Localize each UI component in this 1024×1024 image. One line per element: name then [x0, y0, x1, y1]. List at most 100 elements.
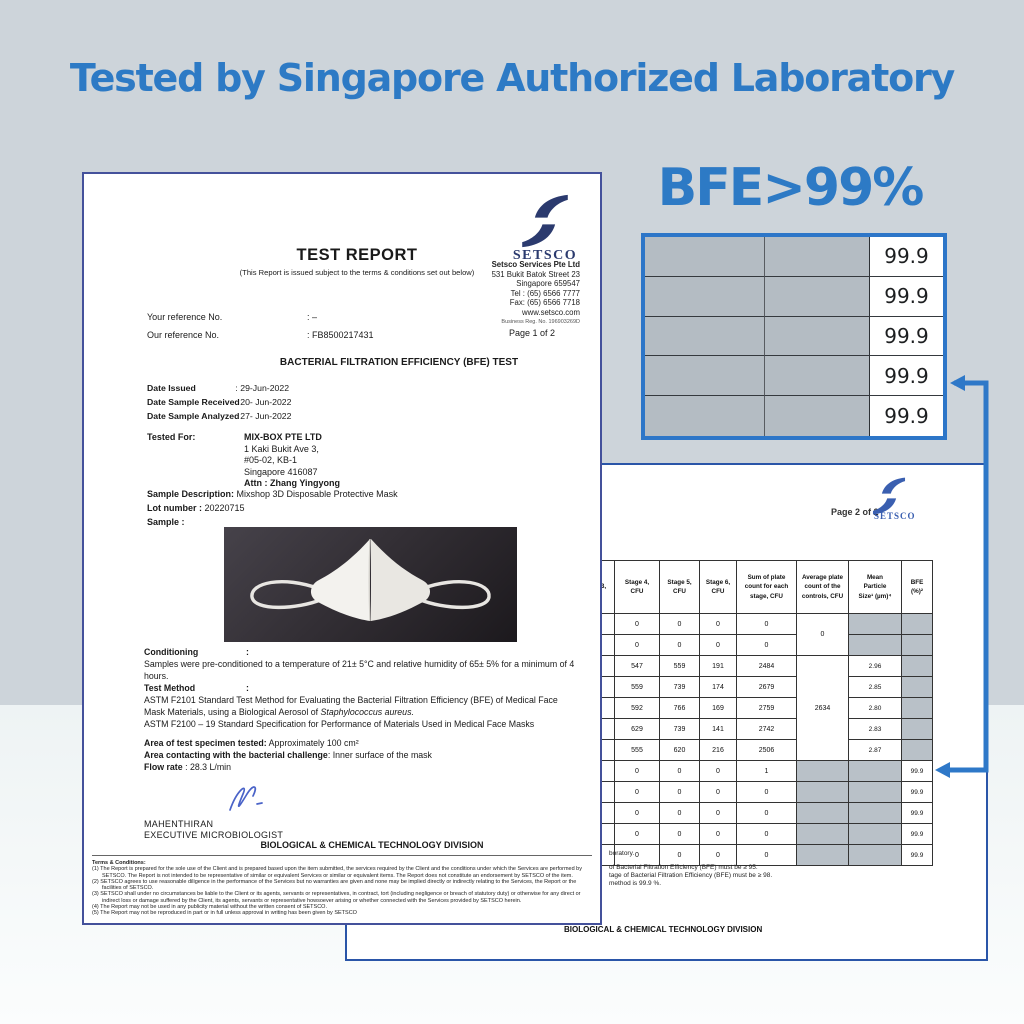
page-1-label: Page 1 of 2 — [509, 328, 556, 338]
table-row: 0 0 0 1 99.9 — [592, 760, 933, 782]
sample-description-row: Sample Description: Mixshop 3D Disposabl… — [147, 489, 398, 499]
bfe-value-cell: 99.9 — [870, 356, 943, 397]
table-cell — [901, 634, 933, 656]
table-cell — [848, 613, 902, 635]
table-cell — [848, 760, 902, 782]
table-cell: 216 — [699, 739, 737, 761]
bfe-value-cell: 99.9 — [870, 316, 943, 357]
table-cell: 0 — [659, 802, 700, 824]
table-cell: 2634 — [796, 655, 849, 761]
method-text-block: Conditioning: Samples were pre-condition… — [144, 647, 575, 772]
table-cell: 739 — [659, 676, 700, 698]
tested-for-address: MIX-BOX PTE LTD 1 Kaki Bukit Ave 3, #05-… — [244, 432, 340, 488]
setsco-logo-wordmark: SETSCO — [874, 511, 916, 521]
table-cell: 2.87 — [848, 739, 902, 761]
test-heading: BACTERIAL FILTRATION EFFICIENCY (BFE) TE… — [279, 357, 519, 368]
setsco-logo-icon — [871, 477, 911, 517]
table-cell: 0 — [796, 613, 849, 656]
table-cell: 0 — [699, 760, 737, 782]
table-cell — [796, 844, 849, 866]
report-subtitle: (This Report is issued subject to the te… — [239, 268, 475, 277]
sample-mask-photo — [224, 527, 517, 642]
column-header: BFE (%)² — [901, 560, 933, 614]
table-cell: 2679 — [736, 676, 797, 698]
table-cell: 2484 — [736, 655, 797, 677]
column-header: Stage 4, CFU — [614, 560, 660, 614]
table-cell: 174 — [699, 676, 737, 698]
table-row: 0 0 0 0 99.9 — [592, 781, 933, 803]
table-cell: 620 — [659, 739, 700, 761]
date-received-row: Date Sample Received : 20- Jun-2022 — [147, 397, 292, 407]
zoom-panel: 99.9 99.9 99.9 99.9 99.9 — [641, 233, 947, 440]
table-cell — [796, 781, 849, 803]
table-cell: 2506 — [736, 739, 797, 761]
table-cell: 0 — [659, 613, 700, 635]
bfe-value-cell: 99.9 — [870, 396, 943, 436]
table-cell — [848, 781, 902, 803]
table-cell — [901, 613, 933, 635]
tested-for-label: Tested For: — [147, 432, 196, 442]
bfe-value-cell: 99.9 — [870, 237, 943, 277]
table-cell — [901, 655, 933, 677]
table-cell: 2.85 — [848, 676, 902, 698]
table-cell: 0 — [736, 634, 797, 656]
setsco-logo-wordmark: SETSCO — [512, 248, 578, 263]
bfe-headline: BFE>99% — [657, 158, 925, 218]
signatory-name: MAHENTHIRAN — [144, 819, 214, 829]
terms-divider — [92, 855, 592, 856]
report-page-1: SETSCO Setsco Services Pte Ltd 531 Bukit… — [82, 172, 602, 925]
table-cell: 0 — [736, 823, 797, 845]
setsco-logo-icon: SETSCO — [509, 194, 581, 264]
table-cell: 0 — [659, 760, 700, 782]
table-cell: 0 — [699, 844, 737, 866]
table-cell — [796, 802, 849, 824]
division-footer: BIOLOGICAL & CHEMICAL TECHNOLOGY DIVISIO… — [564, 925, 763, 934]
table-cell — [796, 760, 849, 782]
table-cell: 2.83 — [848, 718, 902, 740]
division-line: BIOLOGICAL & CHEMICAL TECHNOLOGY DIVISIO… — [260, 840, 484, 850]
terms-item: (5) The Report may not be reproduced in … — [92, 910, 357, 917]
table-cell: 0 — [699, 634, 737, 656]
blurred-cell — [645, 237, 765, 277]
blurred-cell — [645, 356, 765, 397]
species-italic: Staphylococcus aureus. — [320, 707, 414, 717]
table-cell: 0 — [736, 613, 797, 635]
terms-item: (4) The Report may not be used in any pu… — [92, 904, 327, 911]
table-cell: 0 — [736, 781, 797, 803]
terms-item: (2) SETSCO agrees to use reasonable dili… — [92, 878, 577, 892]
note-fragment: boratory. — [609, 850, 635, 857]
blurred-cell — [765, 396, 870, 436]
table-cell: 1 — [736, 760, 797, 782]
blurred-cell — [765, 316, 870, 357]
note-fragment: of Bacterial Filtration Efficiency (BFE)… — [609, 864, 758, 871]
table-cell: 0 — [614, 634, 660, 656]
table-cell: 0 — [614, 613, 660, 635]
table-cell: 99.9 — [901, 781, 933, 803]
blurred-cell — [765, 356, 870, 397]
company-address-block: Setsco Services Pte Ltd 531 Bukit Batok … — [384, 260, 580, 327]
table-cell: 141 — [699, 718, 737, 740]
table-cell: 629 — [614, 718, 660, 740]
table-cell: 739 — [659, 718, 700, 740]
table-cell: 555 — [614, 739, 660, 761]
table-cell: 99.9 — [901, 760, 933, 782]
results-table-header: 3, Stage 4, CFU Stage 5, CFU Stage 6, CFU Su… — [592, 560, 933, 614]
column-header: Sum of plate count for each stage, CFU — [736, 560, 797, 614]
table-cell: 0 — [736, 844, 797, 866]
terms-item: (3) SETSCO shall under no circumstances … — [92, 891, 581, 904]
blurred-cell — [645, 276, 765, 317]
table-cell: 0 — [659, 823, 700, 845]
signature-icon — [224, 782, 274, 816]
table-cell: 0 — [614, 760, 660, 782]
table-cell: 99.9 — [901, 802, 933, 824]
blurred-cell — [645, 396, 765, 436]
report-title: TEST REPORT — [296, 246, 418, 264]
signatory-title: EXECUTIVE MICROBIOLOGIST — [144, 830, 284, 840]
table-cell — [901, 739, 933, 761]
table-cell: 99.9 — [901, 844, 933, 866]
table-row: 629 739 141 2742 2.83 — [592, 718, 933, 740]
business-reg-no: Business Reg. No. 196903269D — [501, 318, 580, 325]
